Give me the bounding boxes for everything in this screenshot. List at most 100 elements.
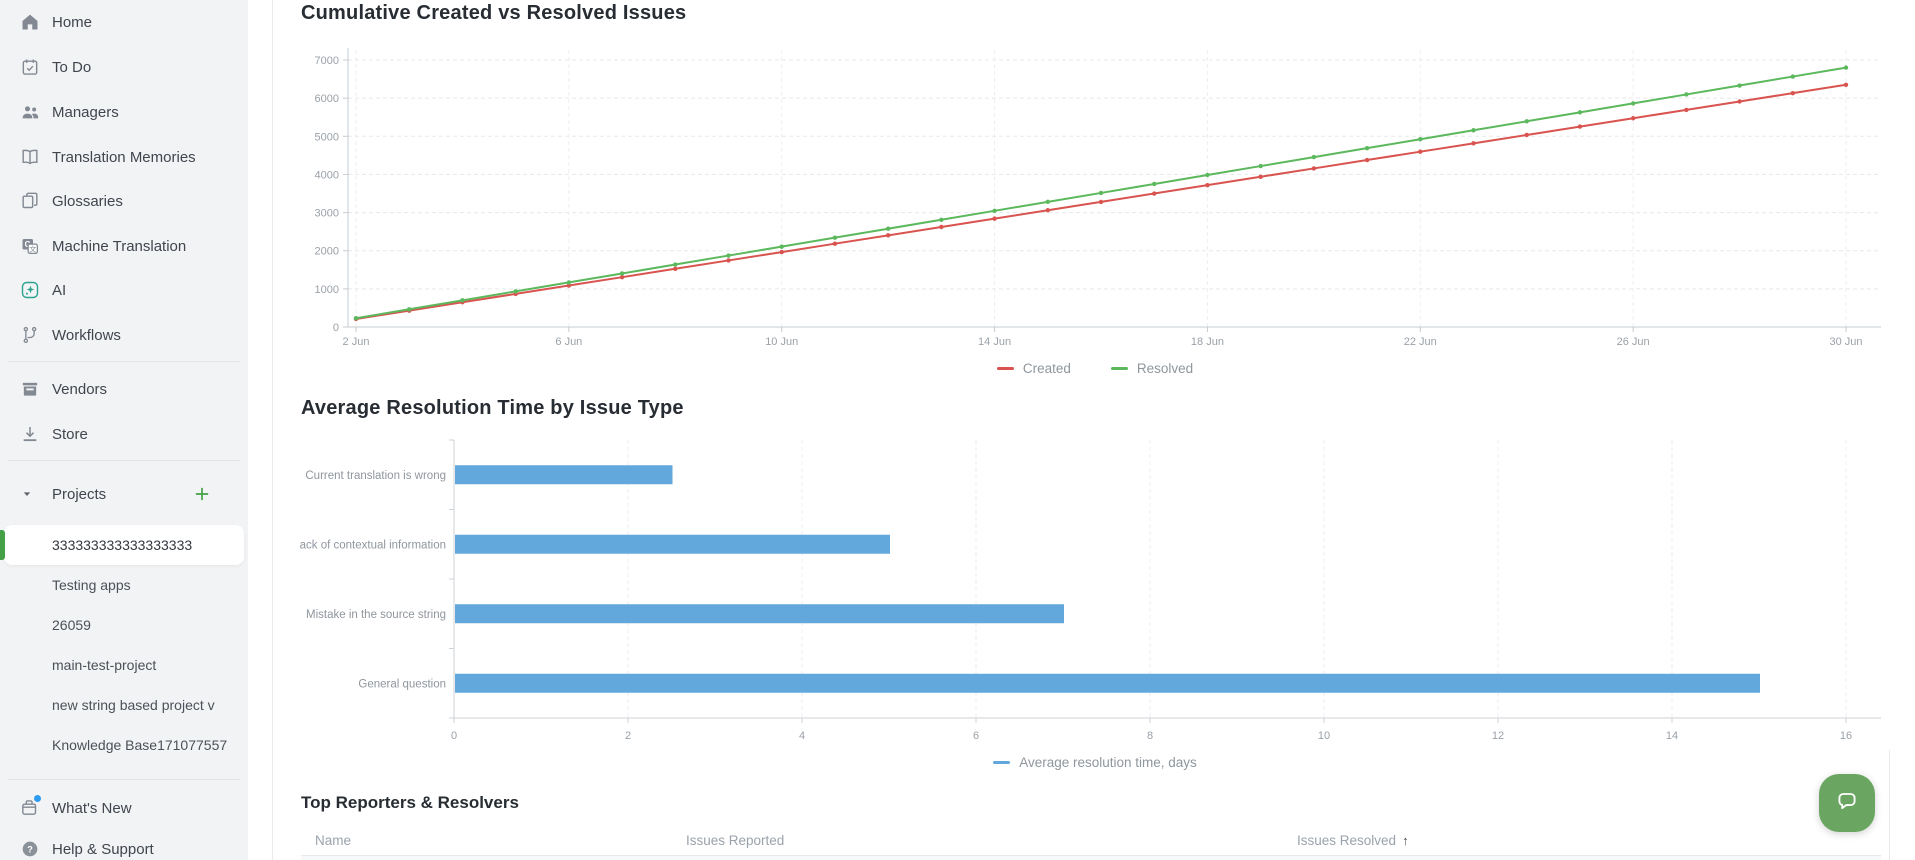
svg-text:文: 文 — [29, 244, 36, 253]
resolution-time-bar-chart: 0 2 4 6 8 10 12 14 16 Current translation is wron… — [300, 439, 1881, 742]
sidebar-item-glossaries[interactable]: Glossaries — [0, 179, 248, 223]
project-item-selected[interactable]: 333333333333333333 — [4, 525, 244, 565]
sidebar-item-store[interactable]: Store — [0, 412, 248, 456]
ai-sparkle-icon — [20, 280, 40, 300]
sidebar-item-help-support[interactable]: ? Help & Support — [0, 827, 248, 860]
created-swatch — [996, 367, 1014, 370]
sidebar-item-label: AI — [52, 281, 67, 299]
project-item-label: new string based project v — [52, 697, 215, 713]
notification-dot — [33, 794, 42, 803]
sidebar-item-label: Vendors — [52, 380, 108, 398]
svg-text:G: G — [25, 240, 31, 249]
content-divider — [272, 0, 273, 860]
sidebar-item-translation-memories[interactable]: Translation Memories — [0, 135, 248, 179]
project-item-label: Testing apps — [52, 577, 131, 593]
sidebar-divider — [8, 779, 240, 780]
sidebar-item-managers[interactable]: Managers — [0, 90, 248, 134]
svg-text:16: 16 — [1840, 730, 1852, 742]
glossaries-icon — [20, 191, 40, 211]
project-item[interactable]: Knowledge Base171077557 — [0, 725, 248, 765]
sidebar-item-vendors[interactable]: Vendors — [0, 367, 248, 411]
sidebar-divider — [8, 361, 240, 362]
sidebar-item-label: Store — [52, 425, 88, 443]
sidebar-item-label: Help & Support — [52, 840, 154, 858]
project-item-label: Knowledge Base171077557 — [52, 737, 228, 753]
add-project-icon[interactable] — [192, 484, 212, 504]
svg-text:7000: 7000 — [315, 55, 339, 67]
svg-text:18 Jun: 18 Jun — [1191, 336, 1224, 348]
svg-text:0: 0 — [451, 730, 457, 742]
store-download-icon — [20, 424, 40, 444]
legend-label: Created — [1022, 361, 1071, 376]
legend-item-resolved[interactable]: Resolved — [1110, 361, 1194, 376]
sidebar-item-whats-new[interactable]: What's New — [0, 786, 248, 830]
help-icon: ? — [20, 839, 40, 859]
table-header-name[interactable]: Name — [315, 833, 352, 848]
project-item-label: 333333333333333333 — [52, 537, 193, 553]
svg-text:3000: 3000 — [315, 208, 339, 220]
svg-text:6: 6 — [973, 730, 979, 742]
sidebar-item-home[interactable]: Home — [0, 0, 248, 44]
svg-text:Mistake in the source string: Mistake in the source string — [306, 609, 446, 621]
legend-item-avg-resolution[interactable]: Average resolution time, days — [993, 755, 1197, 770]
table-header-issues-resolved[interactable]: Issues Resolved ↑ — [1297, 833, 1409, 848]
sidebar-item-label: Workflows — [52, 326, 121, 344]
legend-label: Resolved — [1136, 361, 1194, 376]
managers-icon — [20, 102, 40, 122]
right-edge-divider — [1889, 750, 1890, 860]
svg-text:Lack of contextual information: Lack of contextual information — [300, 539, 446, 551]
svg-text:10: 10 — [1318, 730, 1330, 742]
project-item[interactable]: 26059 — [0, 605, 248, 645]
projects-header-label: Projects — [52, 485, 107, 503]
cumulative-line-chart: 2 Jun 6 Jun 10 Jun 14 Jun 18 Jun 22 Jun 26 Jun… — [315, 48, 1881, 348]
sidebar-item-label: Home — [52, 13, 93, 31]
todo-calendar-icon — [20, 57, 40, 77]
chat-launcher-button[interactable] — [1819, 774, 1875, 832]
svg-text:4000: 4000 — [315, 169, 339, 181]
svg-text:2000: 2000 — [315, 246, 339, 258]
svg-text:22 Jun: 22 Jun — [1404, 336, 1437, 348]
home-icon — [20, 12, 40, 32]
project-item[interactable]: Testing apps — [0, 565, 248, 605]
svg-text:8: 8 — [1147, 730, 1153, 742]
selected-project-accent — [0, 530, 5, 560]
resolved-swatch — [1110, 367, 1128, 370]
projects-section-header[interactable]: Projects — [0, 474, 248, 514]
vendors-icon — [20, 379, 40, 399]
project-item[interactable]: main-test-project — [0, 645, 248, 685]
chevron-down-icon[interactable] — [20, 487, 34, 501]
svg-text:6 Jun: 6 Jun — [555, 336, 582, 348]
svg-text:2 Jun: 2 Jun — [343, 336, 370, 348]
svg-text:0: 0 — [333, 322, 339, 334]
svg-text:General question: General question — [358, 678, 446, 690]
avg-resolution-swatch — [993, 761, 1011, 764]
sidebar-item-label: To Do — [52, 58, 92, 76]
chart1-legend: Created Resolved — [300, 361, 1890, 376]
table-section-title: Top Reporters & Resolvers — [301, 793, 519, 812]
table-header-issues-reported[interactable]: Issues Reported — [686, 833, 785, 848]
project-item[interactable]: new string based project v — [0, 685, 248, 725]
table-header-divider — [301, 855, 1881, 856]
svg-text:26 Jun: 26 Jun — [1617, 336, 1650, 348]
sort-ascending-arrow-icon: ↑ — [1402, 833, 1409, 848]
sidebar-item-todo[interactable]: To Do — [0, 45, 248, 89]
sidebar-item-label: Glossaries — [52, 192, 123, 210]
translation-memories-icon — [20, 147, 40, 167]
chart2-legend: Average resolution time, days — [300, 755, 1890, 770]
sidebar-divider — [8, 460, 240, 461]
sidebar: Home To Do Managers Translation Memories… — [0, 0, 248, 860]
svg-text:12: 12 — [1492, 730, 1504, 742]
column-label: Issues Resolved — [1297, 833, 1397, 848]
table-row — [301, 856, 1881, 860]
svg-text:2: 2 — [625, 730, 631, 742]
sidebar-item-workflows[interactable]: Workflows — [0, 313, 248, 357]
svg-text:30 Jun: 30 Jun — [1829, 336, 1862, 348]
workflows-icon — [20, 325, 40, 345]
legend-label: Average resolution time, days — [1019, 755, 1197, 770]
sidebar-item-ai[interactable]: AI — [0, 268, 248, 312]
svg-text:10 Jun: 10 Jun — [765, 336, 798, 348]
chat-bubble-icon — [1833, 787, 1861, 820]
legend-item-created[interactable]: Created — [996, 361, 1071, 376]
